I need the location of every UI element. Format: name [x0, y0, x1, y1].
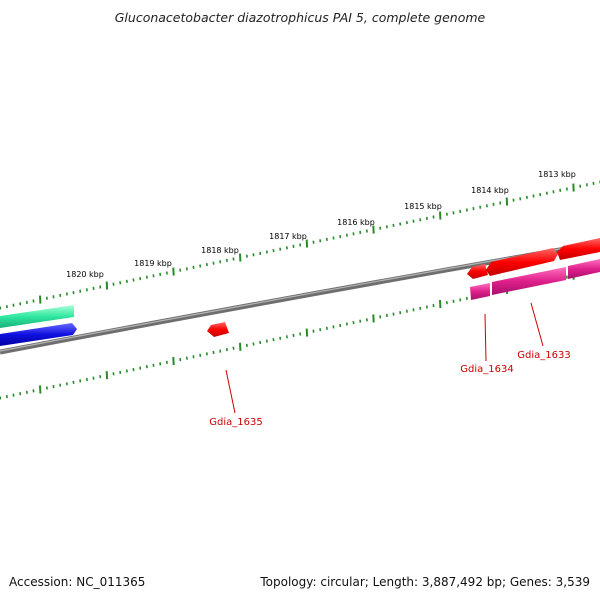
scale-label-1813: 1813 kbp	[538, 170, 576, 179]
scale-label-1817: 1817 kbp	[269, 232, 307, 241]
leader-line-gdia-1633	[530, 302, 544, 347]
reverse-cds-3	[568, 259, 600, 279]
accession-text: Accession: NC_011365	[9, 575, 146, 589]
scale-label-1820: 1820 kbp	[66, 270, 104, 279]
gene-forward-right	[557, 238, 600, 260]
scale-label-1818: 1818 kbp	[201, 246, 239, 255]
gene-gdia-1633	[486, 248, 558, 276]
outer-tick-ring	[0, 180, 600, 310]
topology-text: Topology: circular; Length: 3,887,492 bp…	[260, 575, 590, 589]
scale-label-1819: 1819 kbp	[134, 259, 172, 268]
gene-label-gdia-1635: Gdia_1635	[209, 417, 262, 428]
gene-label-gdia-1634: Gdia_1634	[460, 364, 513, 375]
scale-label-1815: 1815 kbp	[404, 202, 442, 211]
feature-green-bar	[0, 305, 74, 328]
leader-line-gdia-1634	[484, 313, 487, 362]
reverse-cds-2	[492, 267, 566, 295]
reverse-cds-1	[470, 283, 490, 300]
gene-gdia-1634	[467, 264, 488, 279]
gene-gdia-1635	[207, 322, 229, 337]
scale-label-1816: 1816 kbp	[337, 218, 375, 227]
gene-label-gdia-1633: Gdia_1633	[517, 350, 570, 361]
leader-line-gdia-1635	[225, 369, 236, 414]
map-title: Gluconacetobacter diazotrophicus PAI 5, …	[114, 10, 486, 25]
feature-blue-arrow	[0, 323, 77, 346]
scale-label-1814: 1814 kbp	[471, 186, 509, 195]
